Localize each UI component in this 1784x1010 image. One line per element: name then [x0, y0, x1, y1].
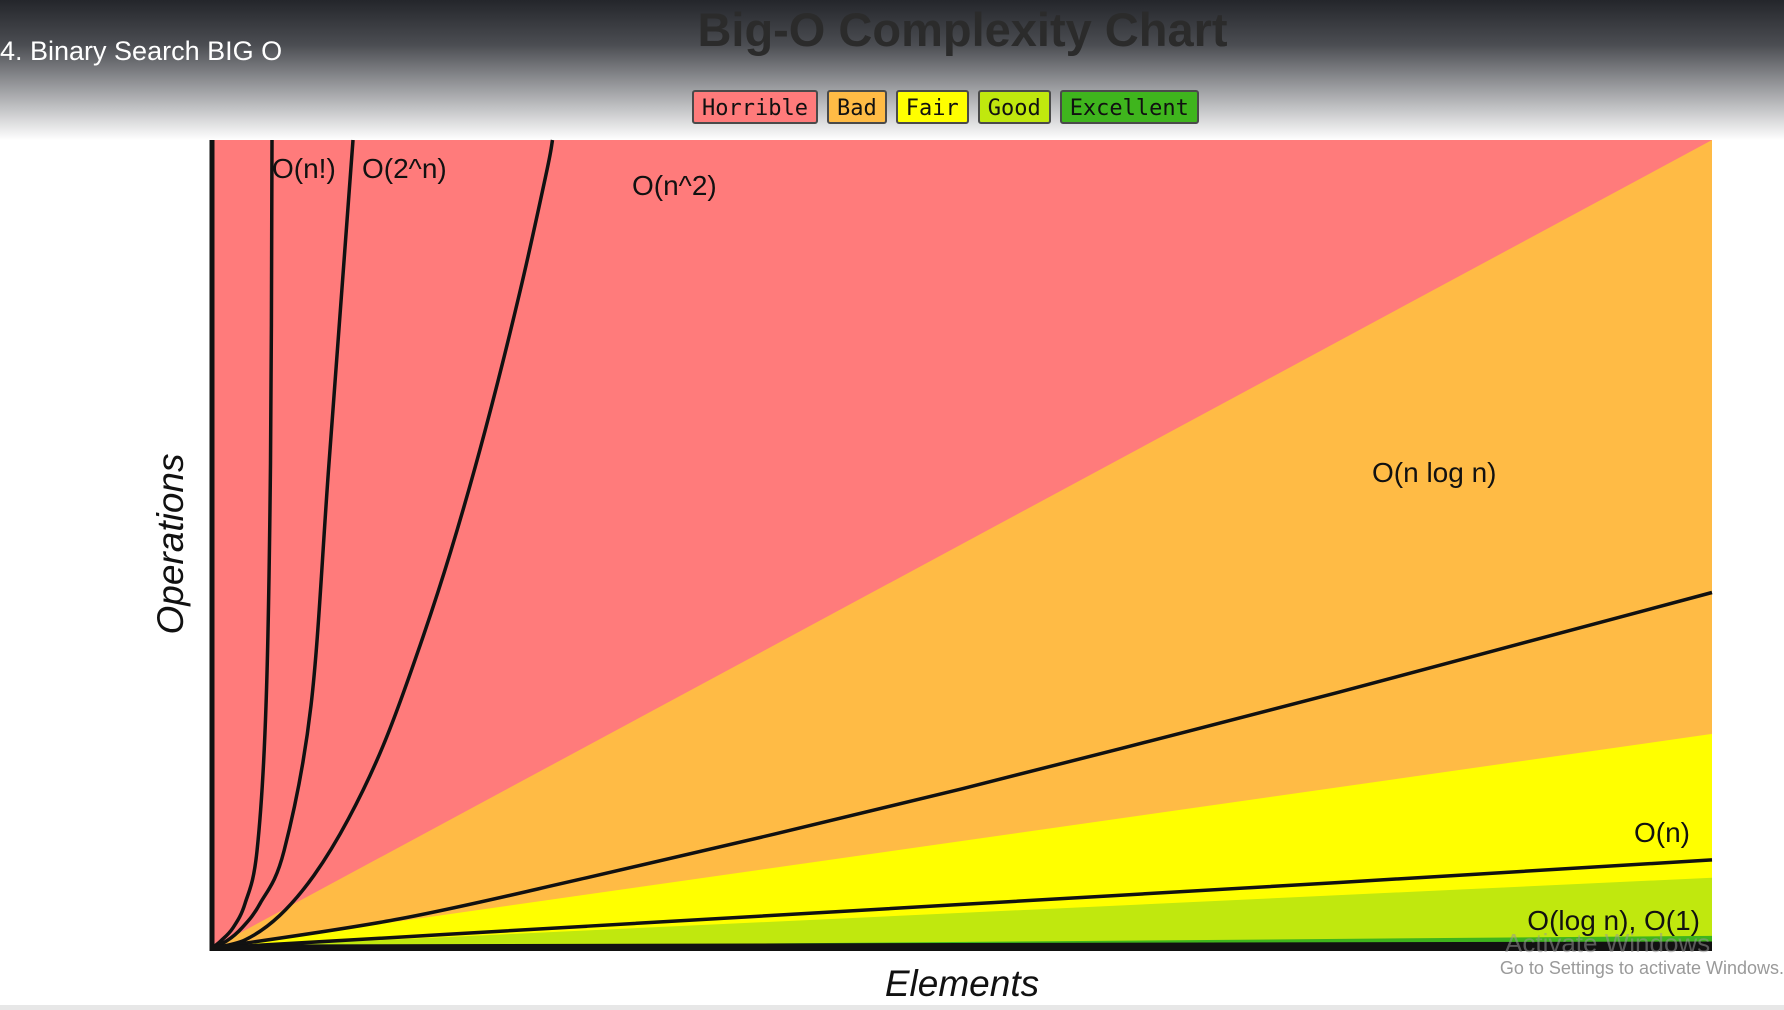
- curve-3: [211, 590, 1713, 950]
- curve-label-5: O(log n), O(1): [1527, 905, 1700, 936]
- legend-horrible: Horrible: [692, 90, 818, 124]
- curve-label-4: O(n): [1634, 817, 1690, 848]
- legend-bad: Bad: [826, 90, 887, 124]
- curve-label-1: O(2^n): [362, 153, 447, 184]
- chart-legend: Horrible Bad Fair Good Excellent: [692, 90, 1199, 124]
- curve-2: [211, 139, 555, 950]
- chart-title: Big-O Complexity Chart: [697, 3, 1228, 56]
- region-fair: [212, 733, 1712, 948]
- region-bad: [212, 140, 1712, 948]
- curve-labels: O(n!) O(2^n) O(n^2) O(n log n) O(n) O(log n),…: [272, 153, 1700, 936]
- curve-1: [211, 139, 355, 950]
- video-title: 4. Binary Search BIG O: [0, 36, 283, 66]
- video-title-bar: [0, 0, 1784, 140]
- curve-label-0: O(n!): [272, 153, 336, 184]
- bottom-strip: [0, 1005, 1784, 1010]
- curve-4: [211, 858, 1713, 950]
- activation-watermark: Go to Settings to activate Windows.: [1499, 958, 1784, 978]
- y-axis-label: Operations: [150, 454, 191, 635]
- region-good: [212, 877, 1712, 948]
- curve-label-2: O(n^2): [632, 170, 717, 201]
- legend-excellent: Excellent: [1059, 90, 1199, 124]
- activation-watermark-heading: Activate Windows: [1505, 928, 1711, 958]
- curve-label-3: O(n log n): [1372, 457, 1497, 488]
- curve-0: [210, 139, 274, 950]
- legend-fair: Fair: [895, 90, 969, 124]
- legend-good: Good: [977, 90, 1051, 124]
- complexity-regions: [212, 140, 1712, 948]
- x-axis-label: Elements: [885, 963, 1039, 1004]
